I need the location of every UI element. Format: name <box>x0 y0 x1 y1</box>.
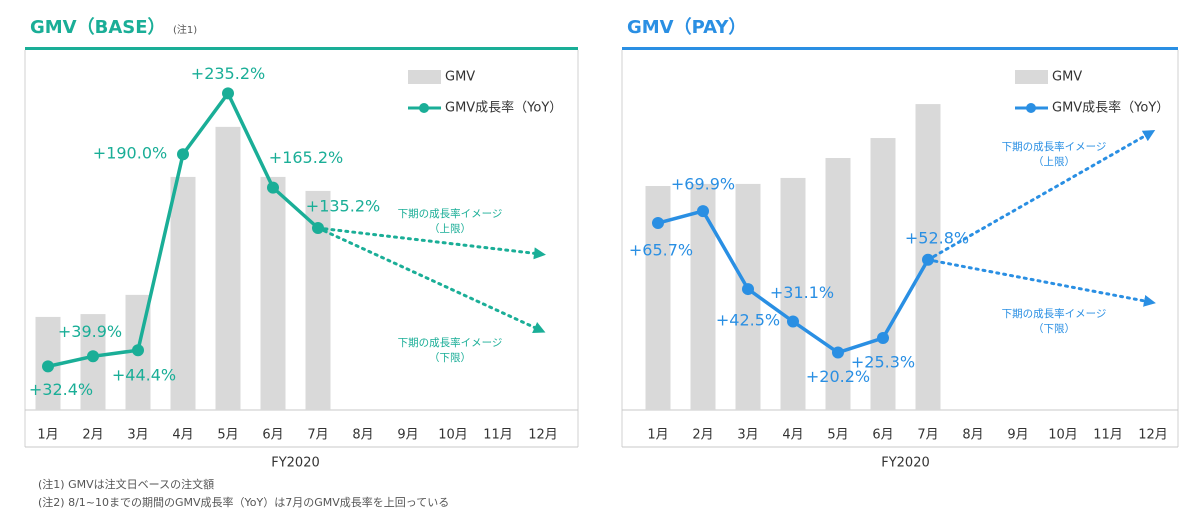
data-label: +69.9% <box>671 175 735 194</box>
x-tick-label: 10月 <box>438 428 468 443</box>
growth-point <box>832 346 844 359</box>
data-label: +31.1% <box>770 283 834 302</box>
annotation: （上限） <box>1033 156 1075 168</box>
legend-dot <box>1026 103 1036 113</box>
x-tick-label: 9月 <box>1007 428 1028 443</box>
x-tick-label: 12月 <box>1138 428 1168 443</box>
legend-dot <box>419 103 429 113</box>
data-label: +20.2% <box>806 367 870 386</box>
x-tick-label: 9月 <box>397 428 418 443</box>
x-tick-label: 12月 <box>528 428 558 443</box>
growth-point <box>87 350 99 363</box>
x-tick-label: 3月 <box>127 428 148 443</box>
x-tick-label: 7月 <box>917 428 938 443</box>
x-tick-label: 10月 <box>1048 428 1078 443</box>
chart-title: GMV（BASE） <box>30 17 166 38</box>
x-tick-label: 11月 <box>1093 428 1123 443</box>
x-tick-label: 2月 <box>692 428 713 443</box>
projection-lower <box>316 226 546 333</box>
bar <box>825 158 851 410</box>
annotation: （下限） <box>429 352 471 364</box>
growth-point <box>177 148 189 161</box>
x-tick-label: 2月 <box>82 428 103 443</box>
x-tick-label: 3月 <box>737 428 758 443</box>
annotation: 下期の成長率イメージ <box>1002 140 1107 153</box>
data-label: +135.2% <box>306 197 380 216</box>
title-note: (注1) <box>173 23 197 36</box>
data-label: +65.7% <box>629 241 693 260</box>
legend-label: GMV成長率（YoY） <box>1052 100 1169 116</box>
data-label: +44.4% <box>112 366 176 385</box>
growth-point <box>742 283 754 296</box>
title-underline <box>622 47 1178 50</box>
title-underline <box>25 47 578 50</box>
x-tick-label: 6月 <box>872 428 893 443</box>
growth-point <box>787 315 799 328</box>
annotation: 下期の成長率イメージ <box>398 336 503 349</box>
x-axis-label: FY2020 <box>271 456 320 471</box>
x-tick-label: 8月 <box>962 428 983 443</box>
bar <box>215 126 241 410</box>
x-tick-label: 11月 <box>483 428 513 443</box>
growth-point <box>267 181 279 194</box>
growth-point <box>697 205 709 218</box>
x-tick-label: 4月 <box>782 428 803 443</box>
legend-swatch <box>408 70 441 84</box>
x-tick-label: 5月 <box>827 428 848 443</box>
x-tick-label: 1月 <box>37 428 58 443</box>
bar <box>870 138 896 411</box>
legend-swatch <box>1015 70 1048 84</box>
annotation: 下期の成長率イメージ <box>398 207 503 220</box>
growth-point <box>132 344 144 357</box>
data-label: +39.9% <box>58 322 122 341</box>
projection-upper <box>316 226 546 260</box>
chart-title: GMV（PAY） <box>627 17 746 38</box>
projection-upper <box>926 130 1156 262</box>
x-axis-label: FY2020 <box>881 456 930 471</box>
x-tick-label: 7月 <box>307 428 328 443</box>
annotation: 下期の成長率イメージ <box>1002 307 1107 320</box>
data-label: +52.8% <box>905 228 969 247</box>
growth-point <box>42 360 54 373</box>
growth-point <box>922 253 934 266</box>
data-label: +25.3% <box>851 353 915 372</box>
growth-point <box>222 87 234 100</box>
growth-point <box>652 217 664 230</box>
bar <box>780 177 806 410</box>
growth-point <box>877 332 889 345</box>
data-label: +42.5% <box>716 311 780 330</box>
x-tick-label: 6月 <box>262 428 283 443</box>
data-label: +32.4% <box>29 380 93 399</box>
x-tick-label: 1月 <box>647 428 668 443</box>
legend-label: GMV <box>1052 70 1082 85</box>
legend-label: GMV <box>445 70 475 85</box>
legend-label: GMV成長率（YoY） <box>445 100 562 116</box>
data-label: +235.2% <box>191 64 265 83</box>
annotation: （下限） <box>1033 323 1075 335</box>
bar <box>170 176 196 410</box>
footnote: (注2) 8/1~10までの期間のGMV成長率（YoY）は7月のGMV成長率を上… <box>38 495 449 509</box>
bar <box>260 176 286 410</box>
data-label: +190.0% <box>93 144 167 163</box>
data-label: +165.2% <box>269 148 343 167</box>
footnote: (注1) GMVは注文日ベースの注文額 <box>38 477 214 491</box>
growth-point <box>312 222 324 234</box>
x-tick-label: 4月 <box>172 428 193 443</box>
annotation: （上限） <box>429 223 471 235</box>
x-tick-label: 8月 <box>352 428 373 443</box>
bar <box>690 183 716 410</box>
projection-lower <box>926 258 1156 307</box>
x-tick-label: 5月 <box>217 428 238 443</box>
